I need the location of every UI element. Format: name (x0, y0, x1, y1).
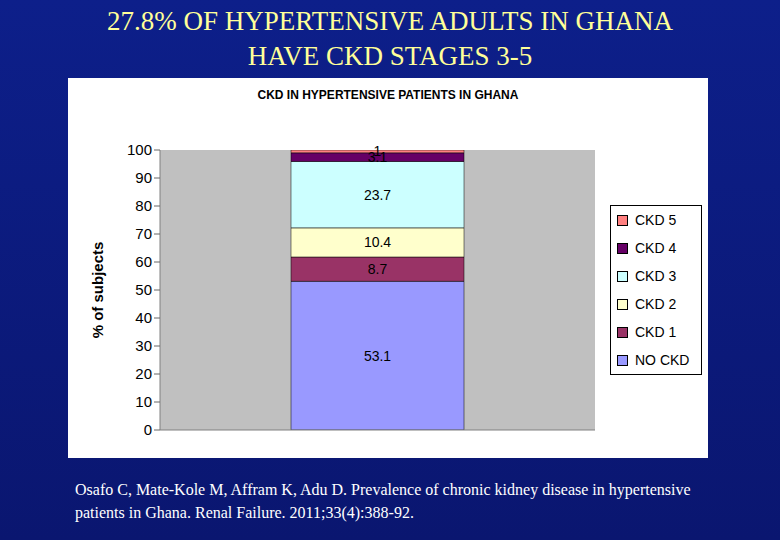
svg-text:23.7: 23.7 (364, 187, 391, 203)
html-text:27.8% OF HYPERTENSIVE ADULTS I: 27.8% OF HYPERTENSIVE ADULTS IN GHANA HA… (107, 6, 673, 71)
svg-text:3.1: 3.1 (367, 149, 388, 166)
html-text:NO CKD: NO CKD (635, 352, 690, 368)
html-text:CKD IN HYPERTENSIVE PATIENTS I: CKD IN HYPERTENSIVE PATIENTS IN GHANA (257, 88, 519, 102)
svg-text:10: 10 (135, 393, 152, 410)
svg-text:30: 30 (135, 337, 152, 354)
svg-text:20: 20 (135, 365, 152, 382)
svg-text:53.1: 53.1 (364, 348, 391, 364)
html-text:CKD 2: CKD 2 (635, 296, 677, 312)
svg-text:% of subjects: % of subjects (89, 242, 106, 339)
html-text:CKD 4: CKD 4 (635, 240, 677, 256)
svg-text:80: 80 (135, 197, 152, 214)
svg-text:70: 70 (135, 225, 152, 242)
svg-text:40: 40 (135, 309, 152, 326)
html-text:CKD 1: CKD 1 (635, 324, 677, 340)
html-text:CKD 5: CKD 5 (635, 212, 677, 228)
html-text:Osafo C, Mate-Kole M, Affram K: Osafo C, Mate-Kole M, Affram K, Adu D. P… (75, 481, 691, 521)
svg-text:60: 60 (135, 253, 152, 270)
svg-text:8.7: 8.7 (368, 261, 388, 277)
svg-text:10.4: 10.4 (364, 234, 391, 250)
svg-text:50: 50 (135, 281, 152, 298)
svg-text:1: 1 (374, 143, 382, 159)
html-text:CKD 3: CKD 3 (635, 268, 677, 284)
svg-text:100: 100 (127, 141, 152, 158)
svg-text:90: 90 (135, 169, 152, 186)
svg-text:0: 0 (144, 421, 152, 438)
